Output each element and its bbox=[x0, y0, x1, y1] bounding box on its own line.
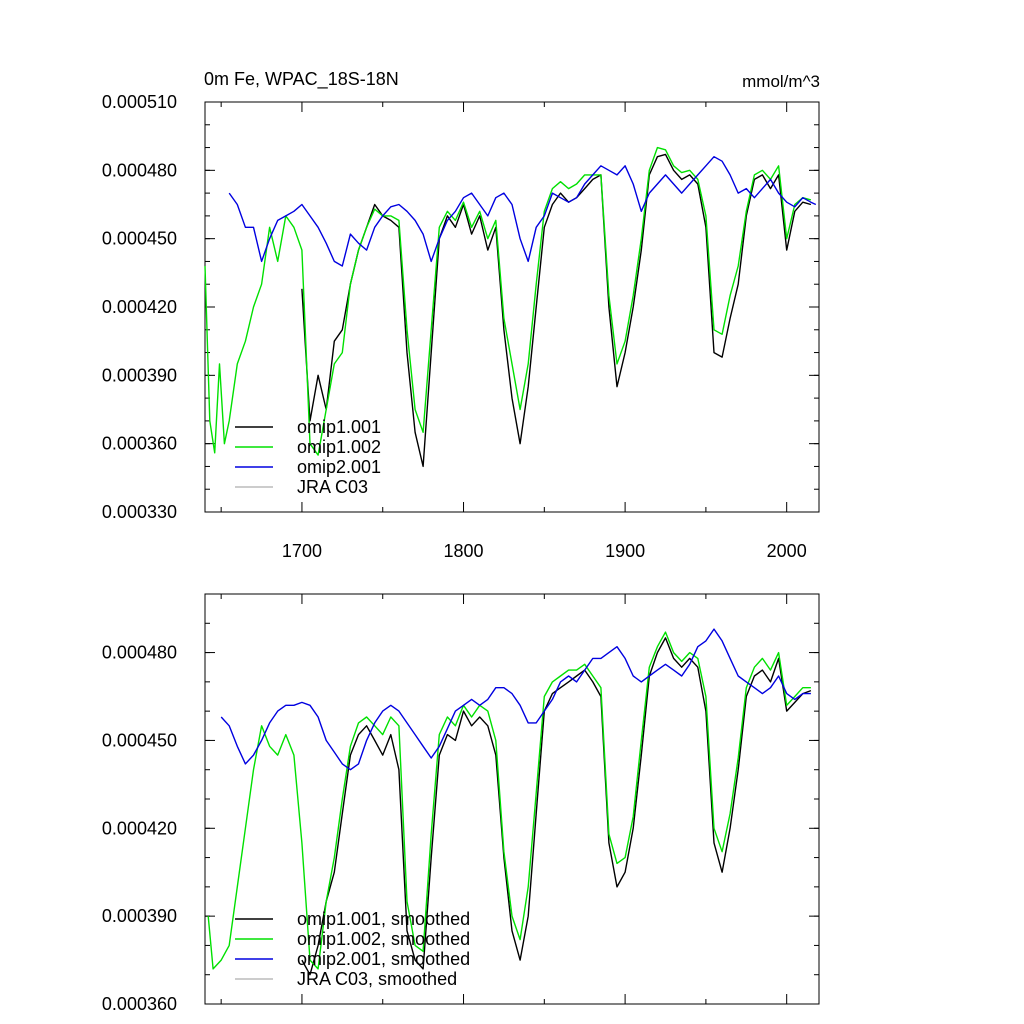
series-line-omip2-001 bbox=[228, 155, 817, 267]
series-layer bbox=[204, 146, 817, 468]
series-line-omip1-002 bbox=[204, 146, 812, 456]
series-layer bbox=[207, 628, 812, 976]
bottom-panel: 0.000360 0.000390 0.000420 0.000450 0.000480… bbox=[102, 593, 820, 1014]
y-tick-label: 0.000360 bbox=[102, 994, 177, 1014]
y-tick-label: 0.000480 bbox=[102, 643, 177, 663]
legend-label: omip2.001 bbox=[297, 457, 381, 477]
y-tick-label: 0.000420 bbox=[102, 818, 177, 838]
series-line-omip2-001-smoothed bbox=[220, 628, 811, 771]
legend-label: JRA C03, smoothed bbox=[297, 969, 457, 989]
y-tick-label: 0.000480 bbox=[102, 160, 177, 180]
axis-ticks: 0.000330 0.000360 0.000390 0.000420 0.000450… bbox=[102, 92, 819, 561]
units-label: mmol/m^3 bbox=[742, 72, 820, 91]
y-tick-label: 0.000510 bbox=[102, 92, 177, 112]
x-tick-label: 1900 bbox=[605, 541, 645, 561]
legend-label: omip2.001, smoothed bbox=[297, 949, 470, 969]
x-tick-label: 2000 bbox=[767, 541, 807, 561]
y-tick-label: 0.000330 bbox=[102, 502, 177, 522]
y-tick-label: 0.000420 bbox=[102, 297, 177, 317]
x-tick-label: 1800 bbox=[444, 541, 484, 561]
series-line-omip1-002-smoothed bbox=[207, 631, 811, 970]
y-tick-label: 0.000450 bbox=[102, 229, 177, 249]
legend-label: omip1.001, smoothed bbox=[297, 909, 470, 929]
legend-label: omip1.002 bbox=[297, 437, 381, 457]
legend-label: JRA C03 bbox=[297, 477, 368, 497]
y-tick-label: 0.000360 bbox=[102, 434, 177, 454]
y-tick-label: 0.000450 bbox=[102, 730, 177, 750]
chart-title: 0m Fe, WPAC_18S-18N bbox=[204, 69, 399, 90]
axis-ticks: 0.000360 0.000390 0.000420 0.000450 0.000480 bbox=[102, 593, 819, 1014]
y-tick-label: 0.000390 bbox=[102, 365, 177, 385]
legend-label: omip1.002, smoothed bbox=[297, 929, 470, 949]
series-line-omip1-001 bbox=[301, 153, 812, 468]
x-tick-label: 1700 bbox=[282, 541, 322, 561]
legend-label: omip1.001 bbox=[297, 417, 381, 437]
top-panel: 0m Fe, WPAC_18S-18N mmol/m^3 0.0003300.0… bbox=[102, 69, 820, 561]
y-tick-label: 0.000390 bbox=[102, 906, 177, 926]
